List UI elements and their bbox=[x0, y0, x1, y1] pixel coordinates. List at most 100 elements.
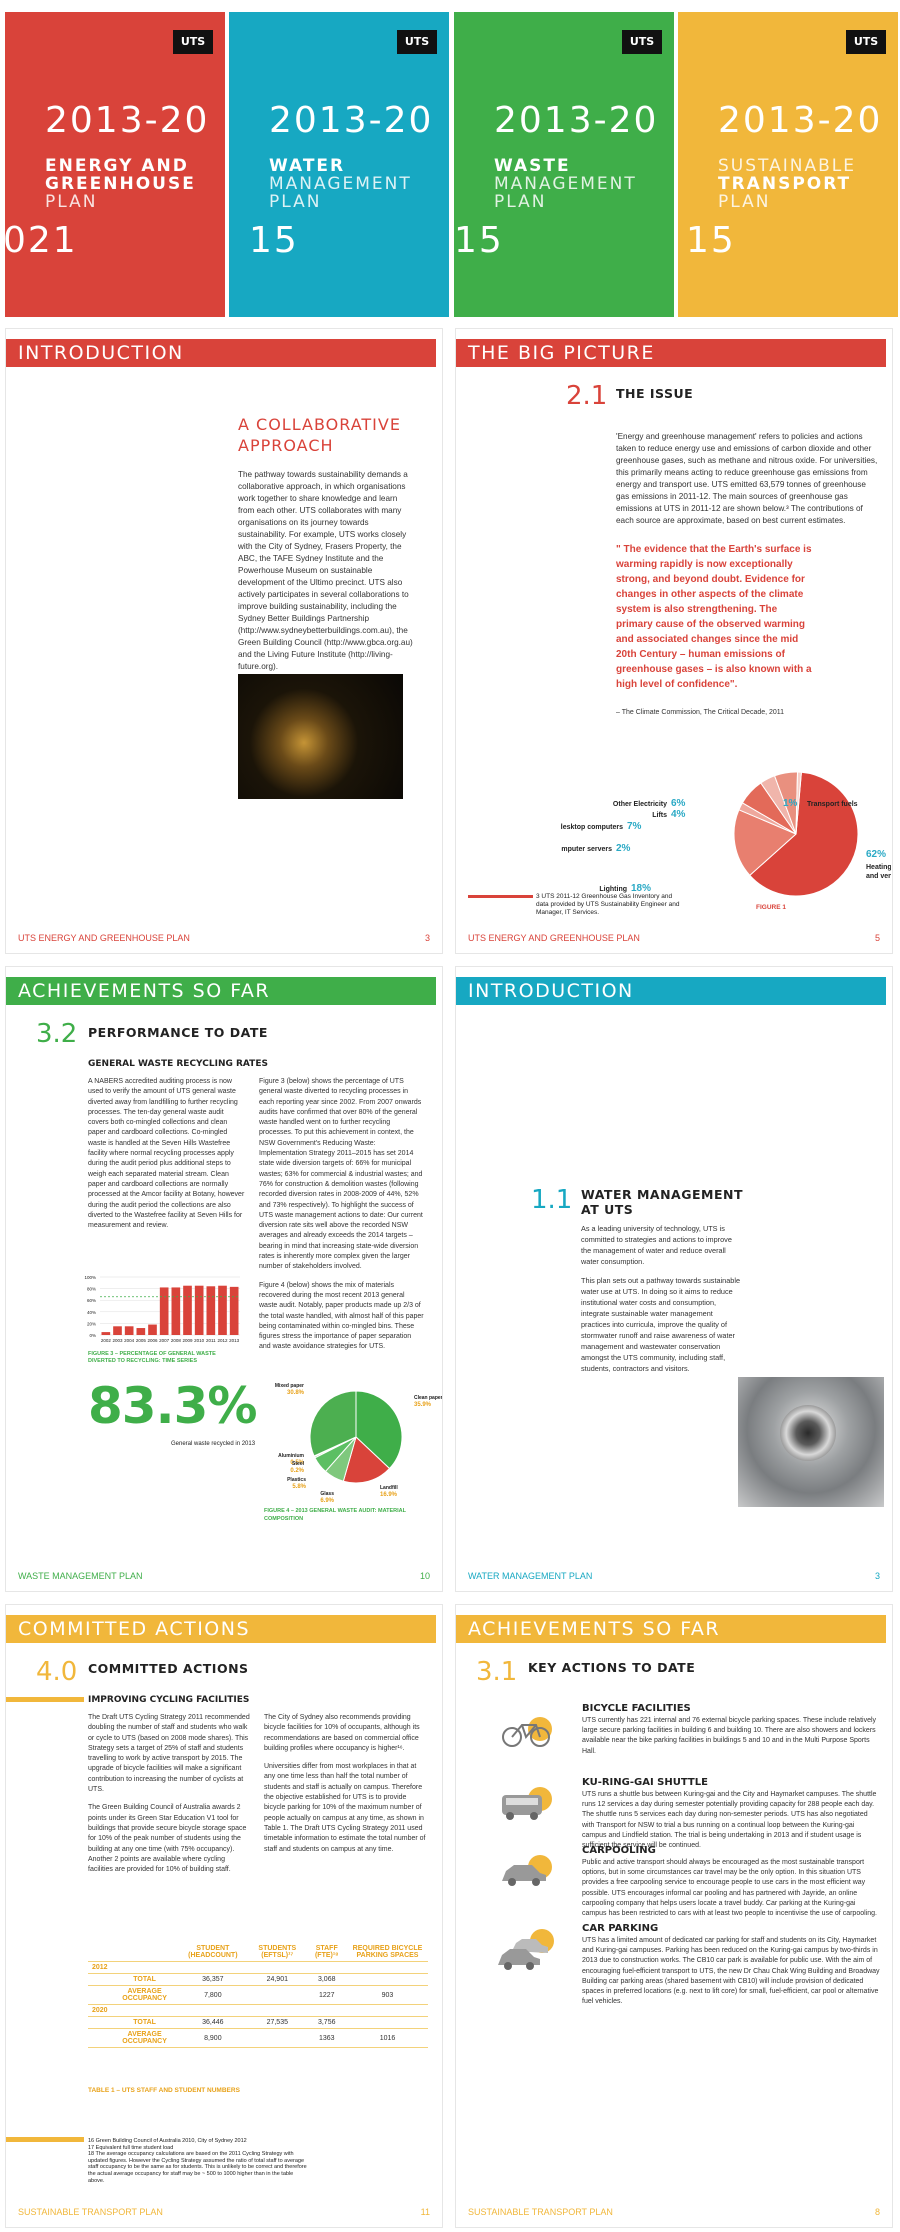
pie-pct-lifts: 4% bbox=[671, 809, 686, 820]
table-header-cell bbox=[88, 1943, 112, 1962]
xtick-2008: 2008 bbox=[171, 1338, 182, 1343]
page-water-introduction: INTRODUCTION 1.1 WATER MANAGEMENT AT UTS… bbox=[455, 966, 893, 1592]
section-band: ACHIEVEMENTS SO FAR bbox=[456, 1615, 886, 1643]
table-row: TOTAL 36,357 24,901 3,068 bbox=[88, 1973, 428, 1986]
bar-2002 bbox=[101, 1332, 111, 1335]
body-text: 'Energy and greenhouse management' refer… bbox=[616, 432, 878, 525]
table-cell bbox=[248, 2028, 307, 2048]
pie2-pct-clean-paper: 35.9% bbox=[414, 1402, 432, 1408]
table-cell: 7,800 bbox=[177, 1985, 249, 2005]
xtick-2005: 2005 bbox=[136, 1338, 147, 1343]
table-cell bbox=[88, 2028, 112, 2048]
staff-student-table: STUDENT (HEADCOUNT) STUDENTS (EFTSL)¹⁷ STA… bbox=[88, 1943, 428, 2048]
xtick-2011: 2011 bbox=[206, 1338, 216, 1343]
table-cell: 8,900 bbox=[177, 2028, 249, 2048]
table-header-cell: STUDENTS (EFTSL)¹⁷ bbox=[248, 1943, 307, 1962]
cover-year-continued: 15 bbox=[454, 220, 504, 261]
table-cell bbox=[346, 1973, 428, 1986]
cover-title-line3: PLAN bbox=[494, 192, 547, 212]
sink-drain-photo bbox=[738, 1377, 884, 1507]
cover-year-continued: 15 bbox=[249, 220, 299, 261]
section-number: 3.1 bbox=[476, 1657, 518, 1687]
cover-title-line1: SUSTAINABLE bbox=[718, 156, 856, 176]
pie-pct-uts-computer-servers: 2% bbox=[616, 843, 631, 854]
action-text: UTS currently has 221 internal and 76 ex… bbox=[582, 1717, 877, 1755]
table-cell: TOTAL bbox=[111, 1973, 178, 1986]
pie2-pct-glass: 6.9% bbox=[320, 1498, 334, 1504]
table-cell bbox=[248, 1985, 307, 2005]
action-title: CARPOOLING bbox=[582, 1845, 656, 1856]
bus-icon bbox=[496, 1783, 556, 1825]
uts-logo: UTS bbox=[397, 30, 437, 54]
table-header-cell: REQUIRED BICYCLE PARKING SPACES bbox=[346, 1943, 428, 1962]
table-cell bbox=[111, 1961, 178, 1974]
pie-pct-uts-desktop-computers: 7% bbox=[627, 821, 642, 832]
xtick-2004: 2004 bbox=[124, 1338, 135, 1343]
xtick-2013: 2013 bbox=[229, 1338, 240, 1343]
cover-title-line1: ENERGY AND bbox=[45, 156, 189, 176]
pie-label-heating-line1: Heating, cooling bbox=[866, 864, 891, 871]
pie2-label-aluminium: Aluminium bbox=[278, 1453, 304, 1459]
action-title: KU-RING-GAI SHUTTLE bbox=[582, 1777, 708, 1788]
table-cell bbox=[306, 2004, 347, 2017]
table-cell bbox=[88, 2016, 112, 2029]
section-title: A COLLABORATIVE APPROACH bbox=[238, 414, 401, 456]
action-title: BICYCLE FACILITIES bbox=[582, 1703, 691, 1714]
pie2-label-clean-paper: Clean paper bbox=[414, 1395, 443, 1401]
page-number: 5 bbox=[874, 933, 880, 943]
cover-year-continued: 15 bbox=[686, 220, 736, 261]
ytick-5: 100% bbox=[84, 1275, 96, 1280]
page-waste-achievements: ACHIEVEMENTS SO FAR 3.2 PERFORMANCE TO D… bbox=[5, 966, 443, 1592]
ytick-1: 20% bbox=[87, 1321, 96, 1326]
pie-pct-lighting: 18% bbox=[631, 883, 651, 894]
cover-year-continued: 021 bbox=[5, 220, 78, 261]
cover-year: 2013-20 bbox=[269, 100, 434, 141]
table-header-cell: STAFF (FTE)¹⁸ bbox=[306, 1943, 347, 1962]
footer-title: UTS ENERGY AND GREENHOUSE PLAN bbox=[18, 933, 190, 943]
pie2-label-steel: Steel bbox=[292, 1461, 305, 1467]
cover-4: UTS 2013-20 SUSTAINABLE TRANSPORT PLAN 15 bbox=[678, 12, 898, 317]
action-text: Public and active transport should alway… bbox=[582, 1859, 877, 1918]
ytick-3: 60% bbox=[87, 1298, 96, 1303]
bar-2009 bbox=[183, 1285, 192, 1335]
body-col2-para1: Figure 3 (below) shows the percentage of… bbox=[259, 1078, 423, 1271]
quote: " The evidence that the Earth's surface … bbox=[616, 544, 812, 690]
cover-year: 2013-20 bbox=[45, 100, 210, 141]
table-cell: AVERAGE OCCUPANCY bbox=[111, 2028, 178, 2048]
pie-slice-transport-fuels bbox=[795, 771, 802, 835]
table-cell bbox=[88, 1973, 112, 1986]
pie2-pct-aluminium: 0.5% bbox=[290, 1460, 304, 1466]
table-cell bbox=[346, 1961, 428, 1974]
footnotes: 16 Green Building Council of Australia 2… bbox=[88, 2138, 307, 2184]
pie2-pct-mixed-paper: 30.8% bbox=[287, 1390, 305, 1396]
body-col2-para2: Figure 4 (below) shows the mix of materi… bbox=[259, 1281, 424, 1351]
xtick-2006: 2006 bbox=[147, 1338, 158, 1343]
pie-slice-mixed-paper bbox=[309, 1390, 357, 1457]
pie-label-other-electricity: Other Electricity bbox=[613, 801, 667, 808]
action-text: UTS has a limited amount of dedicated ca… bbox=[582, 1937, 880, 2006]
xtick-2010: 2010 bbox=[194, 1338, 205, 1343]
table-cell: AVERAGE OCCUPANCY bbox=[111, 1985, 178, 2005]
cover-title-line3: PLAN bbox=[718, 192, 771, 212]
table-cell bbox=[177, 1961, 249, 1974]
bar-2008 bbox=[171, 1287, 181, 1335]
page-number: 10 bbox=[419, 1571, 430, 1581]
page-transport-committed-actions: COMMITTED ACTIONS 4.0 COMMITTED ACTIONS … bbox=[5, 1604, 443, 2228]
xtick-2012: 2012 bbox=[217, 1338, 228, 1343]
cover-title-line3: PLAN bbox=[269, 192, 322, 212]
body-col2-para1: The City of Sydney also recommends provi… bbox=[264, 1714, 420, 1752]
pie2-label-mixed-paper: Mixed paper bbox=[275, 1383, 304, 1389]
page-number: 11 bbox=[420, 2207, 430, 2217]
uts-logo: UTS bbox=[622, 30, 662, 54]
table-cell: 1016 bbox=[346, 2028, 428, 2048]
subsection-title: GENERAL WASTE RECYCLING RATES bbox=[88, 1059, 268, 1069]
big-stat: 83.3% bbox=[88, 1377, 257, 1435]
page-number: 3 bbox=[424, 933, 430, 943]
table-cell: 3,756 bbox=[306, 2016, 347, 2029]
cover-1: UTS 2013-20 ENERGY AND GREENHOUSE PLAN 021 bbox=[5, 12, 225, 317]
ytick-4: 80% bbox=[87, 1287, 96, 1292]
cover-title-line2: MANAGEMENT bbox=[269, 174, 412, 194]
body-col2-para2: Universities differ from most workplaces… bbox=[264, 1763, 426, 1853]
table-header-cell bbox=[111, 1943, 178, 1962]
bar-2003 bbox=[113, 1326, 122, 1335]
